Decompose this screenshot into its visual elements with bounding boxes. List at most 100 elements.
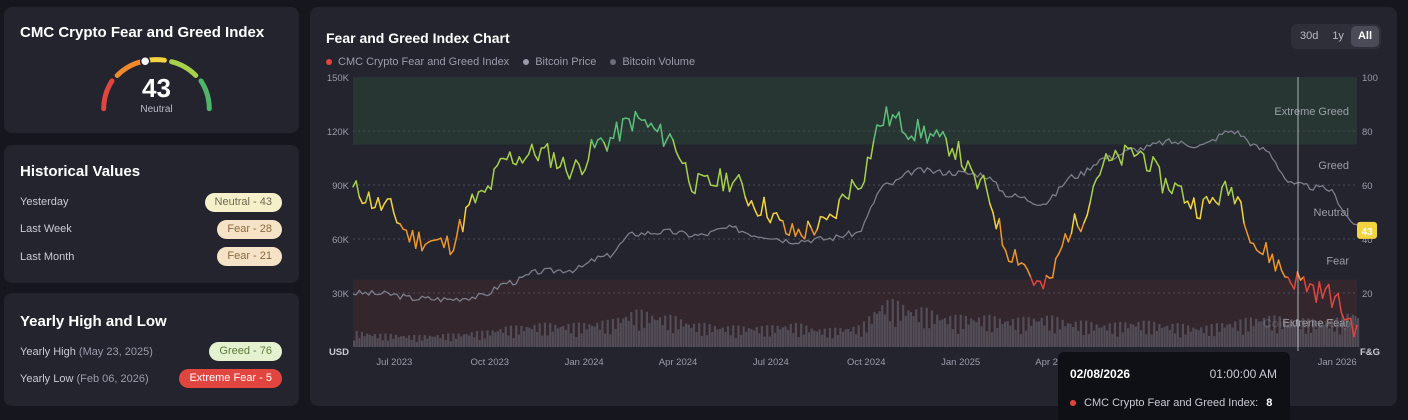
volume-bar — [1134, 326, 1137, 347]
volume-bar — [1074, 321, 1077, 347]
fear-greed-line-segment — [694, 172, 699, 195]
volume-bar — [763, 336, 766, 347]
volume-bar — [666, 330, 669, 347]
fear-greed-line-segment — [367, 191, 373, 210]
volume-bar — [993, 316, 996, 347]
fear-greed-line-segment — [505, 151, 511, 161]
volume-bar — [1072, 327, 1075, 347]
volume-bar — [1150, 334, 1153, 347]
fear-greed-line-segment — [863, 156, 869, 183]
fear-greed-line-segment — [932, 129, 938, 137]
historical-values-card: Historical Values Yesterday Neutral - 43… — [4, 145, 299, 283]
volume-bar — [567, 323, 570, 347]
legend-item-bitcoin-volume[interactable]: Bitcoin Volume — [610, 56, 695, 68]
volume-bar — [410, 339, 413, 347]
fear-greed-line-segment — [791, 223, 797, 237]
volume-bar — [619, 322, 622, 347]
volume-bar — [917, 322, 920, 347]
volume-bar — [428, 335, 432, 347]
volume-bar — [1336, 317, 1339, 347]
volume-bar — [1215, 323, 1219, 347]
volume-bar — [930, 310, 934, 347]
volume-bar — [988, 315, 991, 347]
current-value-badge — [1357, 221, 1377, 239]
fear-greed-line-segment — [1149, 156, 1154, 172]
volume-bar — [821, 334, 824, 347]
fear-greed-line-segment — [647, 122, 652, 128]
fear-greed-line-segment — [364, 191, 370, 204]
volume-bar — [990, 332, 994, 347]
volume-bar — [1001, 324, 1004, 347]
volume-bar — [802, 334, 805, 347]
fear-greed-line-segment — [1321, 287, 1327, 299]
volume-bar — [1323, 325, 1326, 347]
volume-bar — [794, 322, 798, 347]
fear-greed-line-segment — [1042, 274, 1048, 290]
volume-bar — [496, 331, 500, 347]
volume-bar — [358, 338, 361, 347]
range-all-button[interactable]: All — [1350, 26, 1379, 47]
volume-bar — [1163, 326, 1166, 347]
volume-bar — [407, 335, 411, 347]
fear-greed-line-segment — [1158, 166, 1164, 194]
volume-bar — [368, 334, 371, 347]
fear-greed-line-segment — [462, 206, 467, 233]
historical-last-month-badge: Fear - 21 — [217, 247, 282, 266]
historical-yesterday-badge: Neutral - 43 — [204, 193, 282, 212]
volume-bar — [1011, 318, 1015, 347]
volume-bar — [439, 338, 442, 347]
range-1y-button[interactable]: 1y — [1332, 30, 1344, 42]
volume-bar — [562, 325, 565, 347]
volume-bar — [1040, 317, 1043, 347]
fear-greed-line-segment — [747, 200, 753, 207]
volume-bar — [1017, 317, 1020, 347]
right-axis-tick: 80 — [1362, 127, 1373, 138]
volume-bar — [1038, 321, 1041, 347]
volume-bar — [515, 325, 518, 347]
volume-bar — [831, 338, 834, 347]
volume-bar — [397, 337, 400, 347]
volume-bar — [371, 335, 374, 347]
fear-greed-line-segment — [531, 143, 536, 157]
volume-bar — [593, 326, 596, 347]
volume-bar — [470, 332, 473, 347]
gauge-value: 43 — [142, 73, 171, 103]
fear-greed-line-segment — [973, 174, 979, 190]
fear-greed-line-segment — [847, 179, 853, 200]
tooltip-label: CMC Crypto Fear and Greed Index: — [1084, 397, 1259, 409]
volume-bar — [1255, 318, 1258, 347]
fear-greed-line-segment — [568, 169, 574, 180]
volume-bar — [394, 334, 398, 347]
volume-bar — [904, 315, 907, 347]
range-30d-button[interactable]: 30d — [1299, 30, 1319, 42]
volume-bar — [1273, 315, 1276, 347]
legend-item-fear-greed[interactable]: CMC Crypto Fear and Greed Index — [326, 56, 509, 68]
volume-bar — [533, 324, 536, 347]
volume-bar — [1158, 324, 1161, 347]
fear-greed-line-segment — [1302, 276, 1308, 293]
fear-greed-line-segment — [458, 218, 464, 233]
volume-bar — [972, 320, 975, 347]
fear-greed-chart[interactable]: 30K 60K 90K 120K 150K USD 20 40 60 80 100 F&G Extrem… — [310, 7, 1397, 406]
fear-greed-line-segment — [1180, 185, 1186, 204]
fear-greed-line-segment — [1243, 222, 1248, 234]
volume-bar — [996, 327, 999, 347]
volume-bar — [530, 329, 533, 347]
legend-item-bitcoin-price[interactable]: Bitcoin Price — [523, 56, 596, 68]
volume-bar — [441, 333, 445, 347]
fear-greed-line-segment — [578, 163, 583, 176]
fear-greed-line-segment — [468, 193, 473, 206]
volume-bar — [779, 329, 782, 347]
fear-greed-line-segment — [1240, 201, 1245, 225]
volume-bar — [1116, 336, 1119, 347]
volume-bar — [554, 324, 557, 347]
volume-bar — [1207, 335, 1211, 347]
fear-greed-line-segment — [490, 168, 495, 191]
fear-greed-line-segment — [716, 168, 721, 187]
volume-bar — [1270, 330, 1273, 347]
fear-greed-line-segment — [738, 173, 743, 185]
fear-greed-line-segment — [763, 196, 768, 219]
volume-bar — [447, 333, 450, 347]
volume-bar — [611, 318, 615, 347]
fear-greed-line-segment — [769, 212, 775, 224]
